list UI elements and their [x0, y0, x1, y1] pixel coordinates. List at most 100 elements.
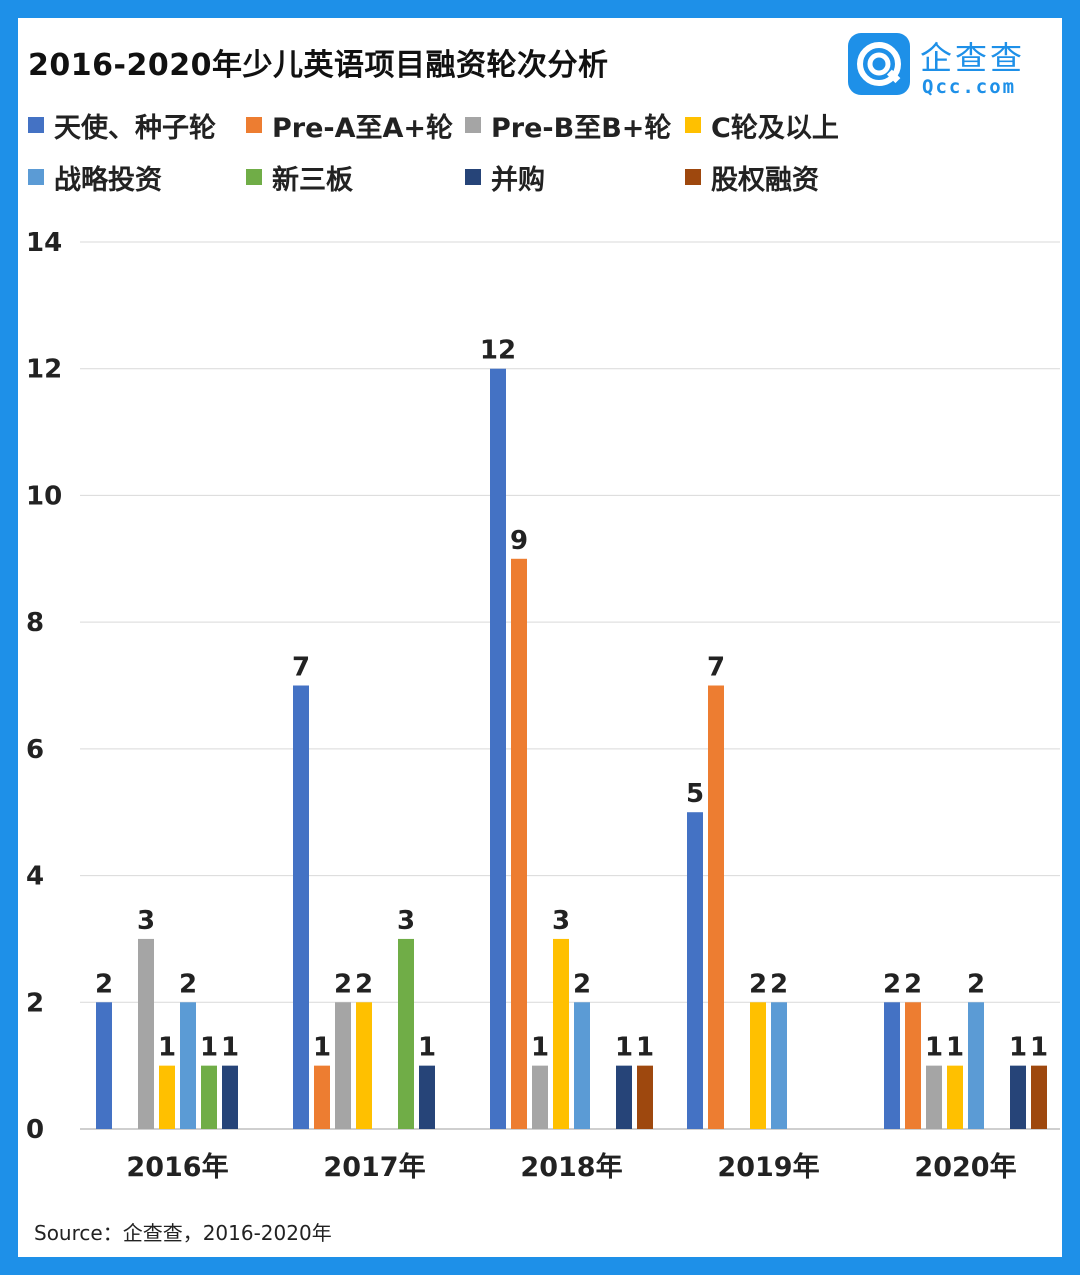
legend-label: 天使、种子轮: [54, 112, 216, 144]
legend-swatch: [685, 169, 701, 185]
x-tick-label: 2018年: [520, 1151, 622, 1183]
y-tick-label: 10: [26, 481, 62, 511]
data-label: 1: [221, 1033, 239, 1063]
data-label: 1: [1009, 1033, 1027, 1063]
legend-label: Pre-B至B+轮: [491, 112, 672, 144]
data-label: 3: [552, 906, 570, 936]
x-tick-label: 2020年: [914, 1151, 1016, 1183]
chart-title: 2016-2020年少儿英语项目融资轮次分析: [28, 48, 609, 83]
data-label: 3: [137, 906, 155, 936]
legend-label: 股权融资: [711, 164, 819, 196]
data-label: 2: [904, 969, 922, 999]
y-tick-label: 14: [26, 228, 62, 258]
bar: [398, 938, 414, 1129]
legend-label: 并购: [491, 164, 545, 196]
bar: [419, 1065, 435, 1129]
data-label: 3: [397, 906, 415, 936]
bar: [884, 1002, 900, 1129]
data-label: 2: [967, 969, 985, 999]
data-label: 1: [418, 1033, 436, 1063]
x-tick-label: 2016年: [126, 1151, 228, 1183]
data-label: 1: [531, 1033, 549, 1063]
data-label: 1: [200, 1033, 218, 1063]
data-label: 2: [355, 969, 373, 999]
bar: [926, 1065, 942, 1129]
bar: [511, 558, 527, 1129]
data-label: 9: [510, 526, 528, 556]
bar: [947, 1065, 963, 1129]
legend-swatch: [465, 169, 481, 185]
data-label: 2: [334, 969, 352, 999]
bar: [687, 812, 703, 1129]
legend-item: C轮及以上: [685, 108, 839, 144]
bar: [771, 1002, 787, 1129]
bar: [314, 1065, 330, 1129]
data-label: 1: [158, 1033, 176, 1063]
source-note: Source：企查查，2016-2020年: [34, 1221, 332, 1245]
logo-name: 企查查: [920, 39, 1026, 77]
data-label: 2: [179, 969, 197, 999]
data-label: 2: [883, 969, 901, 999]
legend-swatch: [685, 117, 701, 133]
legend-swatch: [246, 169, 262, 185]
data-label: 7: [707, 653, 725, 683]
bar: [750, 1002, 766, 1129]
bar: [968, 1002, 984, 1129]
bar: [574, 1002, 590, 1129]
data-label: 2: [573, 969, 591, 999]
data-label: 5: [686, 779, 704, 809]
legend-item: 并购: [465, 160, 545, 196]
data-label: 2: [749, 969, 767, 999]
bar: [490, 368, 506, 1129]
bar: [138, 938, 154, 1129]
bar: [335, 1002, 351, 1129]
bar: [293, 685, 309, 1129]
y-tick-label: 4: [26, 862, 44, 892]
data-label: 1: [313, 1033, 331, 1063]
chart-frame: 2016-2020年少儿英语项目融资轮次分析 企查查 Qcc.com 天使、种子…: [18, 18, 1062, 1257]
bar: [222, 1065, 238, 1129]
y-tick-label: 6: [26, 735, 44, 765]
bar: [616, 1065, 632, 1129]
data-label: 2: [95, 969, 113, 999]
bar: [553, 938, 569, 1129]
bar: [1010, 1065, 1026, 1129]
bar: [180, 1002, 196, 1129]
qcc-logo-icon: [848, 33, 910, 95]
legend-item: 股权融资: [685, 160, 819, 196]
data-label: 1: [636, 1033, 654, 1063]
legend-label: 新三板: [272, 164, 353, 196]
bar: [96, 1002, 112, 1129]
y-tick-label: 2: [26, 988, 44, 1018]
logo-domain: Qcc.com: [922, 76, 1017, 98]
bar: [356, 1002, 372, 1129]
legend-swatch: [246, 117, 262, 133]
legend-label: 战略投资: [54, 164, 162, 196]
bar: [905, 1002, 921, 1129]
legend-swatch: [28, 117, 44, 133]
legend-swatch: [465, 117, 481, 133]
data-label: 1: [925, 1033, 943, 1063]
bar: [1031, 1065, 1047, 1129]
legend-label: Pre-A至A+轮: [272, 112, 454, 144]
data-label: 1: [946, 1033, 964, 1063]
y-tick-label: 8: [26, 608, 44, 638]
data-label: 1: [1030, 1033, 1048, 1063]
data-label: 7: [292, 653, 310, 683]
data-label: 1: [615, 1033, 633, 1063]
legend-item: 天使、种子轮: [28, 108, 216, 144]
bar: [637, 1065, 653, 1129]
bar: [159, 1065, 175, 1129]
bar: [201, 1065, 217, 1129]
y-tick-label: 12: [26, 355, 62, 385]
legend-item: Pre-A至A+轮: [246, 108, 454, 144]
legend-label: C轮及以上: [711, 112, 839, 144]
brand-logo: 企查查 Qcc.com: [848, 33, 1053, 103]
data-label: 2: [770, 969, 788, 999]
data-label: 12: [480, 336, 516, 366]
bar: [708, 685, 724, 1129]
legend-item: Pre-B至B+轮: [465, 108, 672, 144]
legend-swatch: [28, 169, 44, 185]
x-tick-label: 2019年: [717, 1151, 819, 1183]
